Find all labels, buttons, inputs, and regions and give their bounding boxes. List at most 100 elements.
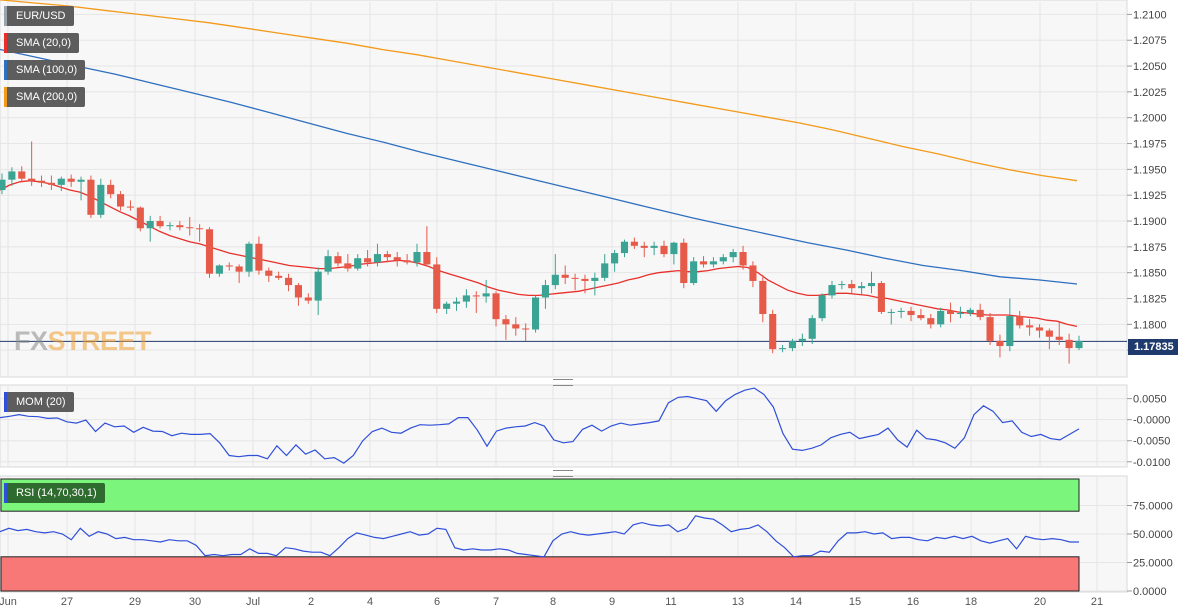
candle-body — [611, 253, 619, 264]
x-tick-label: 13 — [732, 596, 744, 608]
candle-body — [966, 309, 974, 313]
candle-body — [304, 297, 312, 301]
candle-body — [393, 257, 401, 261]
candle-body — [630, 241, 638, 246]
x-tick-label: 16 — [907, 596, 919, 608]
y-tick-label: 1.2100 — [1133, 9, 1167, 21]
candle-body — [433, 264, 441, 309]
legend-chip-sma20[interactable]: SMA (20,0) — [4, 33, 80, 53]
candle-body — [699, 261, 708, 265]
candle-body — [561, 274, 569, 278]
candle-body — [858, 286, 866, 289]
candle-body — [117, 194, 125, 207]
candle-body — [482, 293, 490, 297]
legend-chip-sma100[interactable]: SMA (100,0) — [4, 60, 86, 80]
candle-body — [0, 179, 6, 191]
y-tick-label: 1.1925 — [1133, 190, 1167, 202]
y-tick-label: 1.1900 — [1133, 216, 1167, 228]
x-tick-label: 6 — [434, 596, 440, 608]
y-tick-label: 0.0000 — [1133, 586, 1167, 598]
legend-chip-eurusd[interactable]: EUR/USD — [4, 6, 74, 26]
sma20-line — [0, 180, 1078, 328]
candle-body — [749, 265, 757, 281]
mom-line — [0, 387, 1080, 464]
x-tick-label: 7 — [493, 596, 499, 608]
legend-swatch — [4, 60, 7, 80]
x-tick-label: 2 — [308, 596, 314, 608]
candle-body — [937, 310, 945, 325]
legend-label: SMA (100,0) — [16, 64, 78, 76]
x-tick-label: 9 — [609, 596, 615, 608]
candle-body — [67, 178, 75, 182]
candle-body — [107, 184, 115, 195]
candle-body — [1055, 336, 1063, 340]
candle-body — [502, 319, 510, 325]
y-tick-label: -0.0000 — [1133, 415, 1170, 427]
y-tick-label: 1.2050 — [1133, 61, 1167, 73]
candle-body — [808, 318, 816, 339]
candle-body — [798, 338, 806, 341]
candle-body — [87, 179, 95, 215]
grid-lines — [0, 2, 1127, 592]
candle-body — [8, 171, 16, 180]
candle-body — [354, 258, 362, 269]
legend-chip-mom[interactable]: MOM (20) — [4, 392, 74, 412]
candle-body — [255, 243, 263, 271]
candle-body — [126, 206, 135, 208]
sma-lines — [0, 0, 1127, 342]
x-tick-label: 21 — [1091, 596, 1103, 608]
candle-body — [848, 284, 856, 289]
x-tick-label: 11 — [665, 596, 676, 608]
candle-body — [265, 270, 273, 276]
legend-chip-rsi[interactable]: RSI (14,70,30,1) — [4, 483, 105, 503]
legend-swatch — [4, 392, 7, 412]
candle-body — [620, 241, 629, 254]
candle-body — [838, 284, 846, 286]
candle-body — [581, 278, 589, 281]
y-tick-label: 50.0000 — [1133, 529, 1173, 541]
panel-resize-handle[interactable] — [553, 470, 573, 477]
candle-body — [828, 285, 836, 296]
candle-body — [512, 324, 520, 329]
candle-body — [413, 252, 421, 263]
candle-body — [877, 283, 885, 312]
candle-body — [97, 184, 105, 215]
candle-body — [1016, 316, 1024, 326]
x-tick-label: 20 — [1034, 596, 1046, 608]
candle-body — [996, 340, 1004, 347]
mom-panel-bg — [0, 384, 1128, 468]
candle-body — [423, 252, 431, 265]
candle-body — [541, 285, 549, 298]
rsi-oversold-zone — [0, 556, 1080, 592]
y-tick-label: 1.2025 — [1133, 87, 1167, 99]
panel-resize-handle[interactable] — [553, 379, 573, 386]
candle-body — [166, 225, 174, 227]
candle-body — [364, 258, 372, 263]
y-tick-label: 1.1850 — [1133, 268, 1167, 280]
candle-body — [215, 265, 223, 274]
indicator-lines — [0, 387, 1080, 558]
sma200-line — [0, 0, 1078, 182]
legend-chip-sma200[interactable]: SMA (200,0) — [4, 87, 86, 107]
last-price-tag: 1.17835 — [1128, 339, 1178, 355]
y-tick-label: 1.1875 — [1133, 242, 1167, 254]
candle-body — [769, 314, 777, 350]
candle-body — [1035, 327, 1044, 331]
candle-body — [37, 180, 46, 183]
candle-body — [897, 310, 905, 312]
candle-body — [284, 277, 293, 286]
y-tick-label: -0.0100 — [1133, 457, 1170, 469]
legend-swatch — [4, 6, 7, 26]
y-tick-label: -0.0050 — [1133, 436, 1170, 448]
y-tick-label: 25.0000 — [1133, 558, 1173, 570]
y-tick-label: 1.1950 — [1133, 164, 1167, 176]
candle-body — [383, 254, 391, 258]
candle-body — [443, 303, 451, 309]
candle-body — [551, 274, 559, 286]
candle-body — [522, 328, 530, 330]
rsi-zones — [0, 478, 1080, 592]
candle-body — [324, 256, 332, 272]
candle-body — [225, 265, 233, 267]
candle-body — [709, 261, 717, 265]
legend-swatch — [4, 483, 7, 503]
